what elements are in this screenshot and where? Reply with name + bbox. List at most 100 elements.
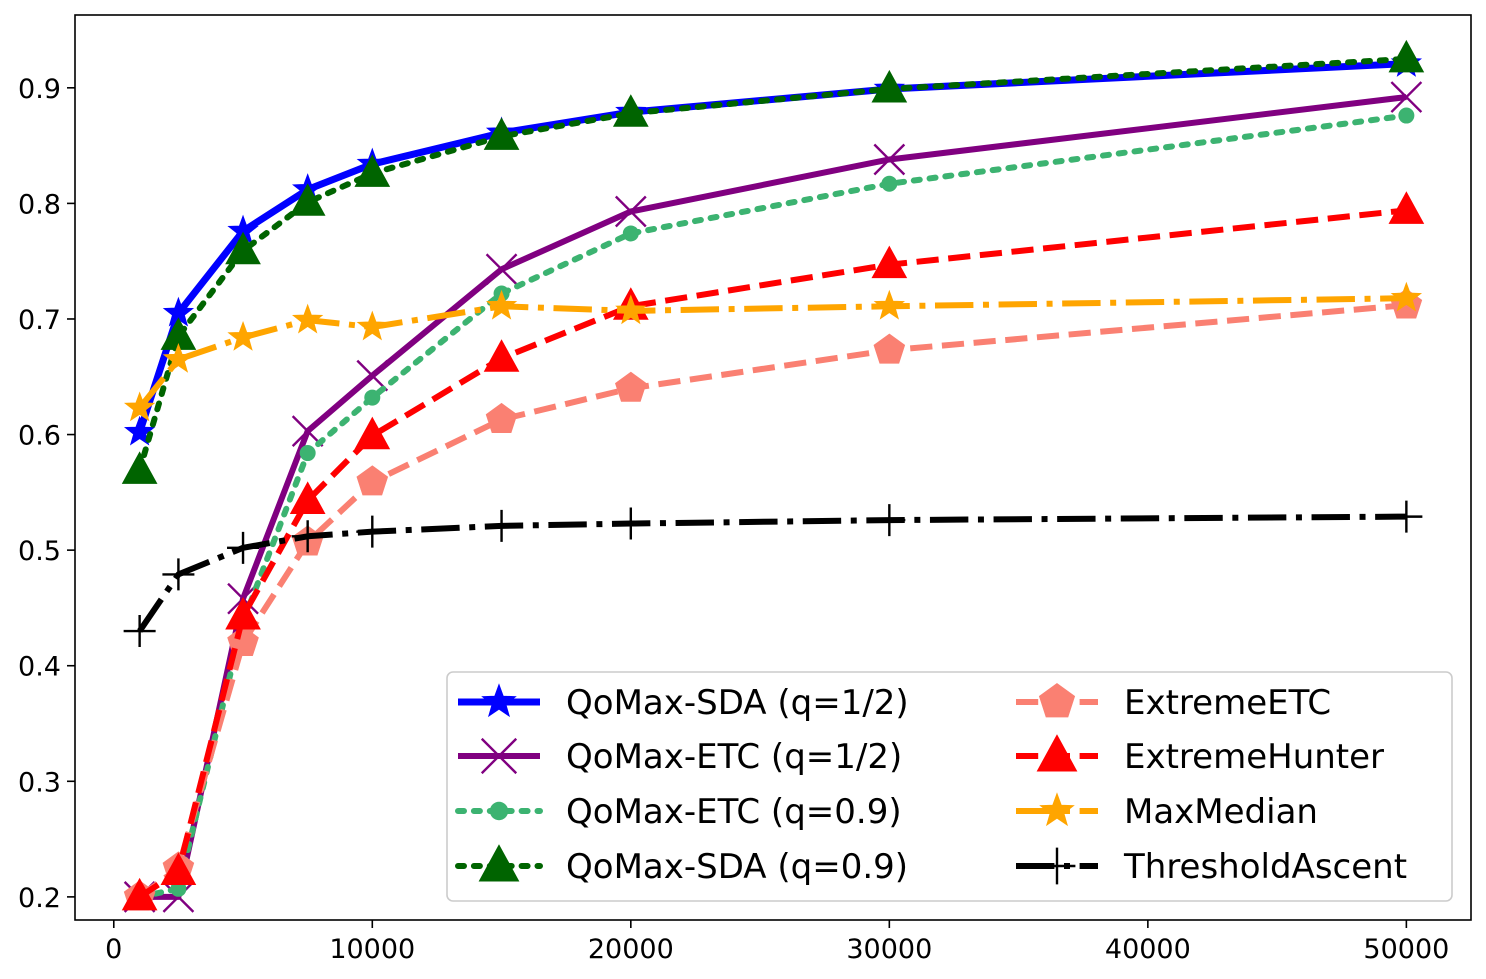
series-layer: [121, 39, 1425, 913]
legend-marker: [478, 844, 520, 882]
y-tick-label: 0.5: [18, 536, 61, 567]
data-point: [615, 371, 647, 402]
data-point: [1390, 281, 1423, 312]
series-line: [137, 207, 1407, 900]
legend-item-maxmedian: MaxMedian: [1016, 792, 1318, 832]
data-point: [162, 881, 195, 913]
y-tick-label: 0.3: [18, 767, 61, 798]
legend-item-extremeetc: ExtremeETC: [1016, 682, 1331, 723]
data-point: [225, 231, 261, 265]
series-extremehunter: [121, 191, 1425, 911]
x-tick-label: 20000: [588, 934, 674, 965]
series-maxmedian: [123, 281, 1423, 422]
data-point: [356, 359, 389, 392]
legend-marker: [1038, 682, 1076, 718]
data-point: [356, 310, 388, 341]
data-point: [485, 402, 518, 433]
legend-marker: [480, 737, 518, 775]
data-point: [289, 481, 326, 514]
data-point: [356, 465, 389, 496]
data-point: [356, 515, 389, 548]
data-point: [614, 507, 647, 540]
legend-label: MaxMedian: [1124, 792, 1318, 832]
data-point: [123, 391, 156, 422]
data-point: [354, 416, 391, 450]
x-tick-label: 10000: [329, 934, 415, 965]
data-point: [227, 625, 259, 657]
y-tick-label: 0.9: [18, 74, 61, 105]
data-point: [354, 154, 391, 187]
data-point: [615, 294, 647, 325]
data-point: [121, 877, 158, 911]
legend-item-thresholdascent: ThresholdAscent: [1016, 847, 1407, 887]
data-point: [160, 852, 197, 885]
y-tick-label: 0.2: [18, 883, 61, 914]
data-point: [291, 520, 324, 553]
data-point: [485, 509, 518, 542]
legend-item-qomax-sda-q-1-2: QoMax-SDA (q=1/2): [458, 683, 909, 723]
data-point: [1390, 500, 1423, 533]
legend: QoMax-SDA (q=1/2) QoMax-ETC (q=1/2) QoMax-…: [446, 671, 1453, 902]
legend-item-extremehunter: ExtremeHunter: [1016, 734, 1384, 777]
data-point: [227, 531, 260, 564]
legend-marker: [489, 801, 509, 821]
data-point: [483, 339, 520, 372]
data-point: [614, 195, 647, 228]
data-point: [1398, 107, 1415, 124]
data-point: [1388, 39, 1425, 73]
y-tick-label: 0.8: [18, 189, 61, 220]
data-point: [225, 596, 261, 630]
legend-label: QoMax-SDA (q=1/2): [566, 683, 909, 723]
legend-marker: [1039, 792, 1075, 827]
data-point: [871, 69, 908, 103]
axes: 0 10000 20000 30000 40000 50000 0.2 0.3 0.4 0.5 0.…: [18, 74, 1449, 965]
legend-label: QoMax-ETC (q=1/2): [566, 737, 902, 777]
legend-item-qomax-etc-q-1-2: QoMax-ETC (q=1/2): [458, 737, 902, 777]
legend-box: [446, 671, 1453, 902]
data-point: [121, 451, 158, 484]
data-point: [364, 389, 381, 406]
data-point: [289, 183, 326, 216]
data-point: [299, 445, 316, 462]
data-point: [123, 415, 156, 446]
x-tick-label: 40000: [1105, 934, 1191, 965]
x-tick-label: 50000: [1363, 934, 1449, 965]
data-point: [485, 253, 518, 286]
legend-item-qomax-sda-q-0-9: QoMax-SDA (q=0.9): [455, 844, 908, 887]
data-point: [162, 342, 195, 373]
legend-label: ExtremeETC: [1124, 683, 1331, 723]
data-point: [873, 143, 906, 176]
y-tick-label: 0.7: [18, 305, 61, 336]
data-point: [1388, 191, 1425, 224]
legend-label: ThresholdAscent: [1123, 847, 1407, 887]
series-qomax-sda-q-0-9: [121, 39, 1425, 484]
plot-frame: [74, 14, 1472, 921]
data-point: [227, 321, 259, 351]
data-point: [162, 558, 195, 591]
data-point: [871, 245, 908, 279]
legend-marker: [1036, 734, 1078, 772]
x-tick-label: 30000: [846, 934, 932, 965]
legend-label: QoMax-ETC (q=0.9): [566, 792, 902, 832]
series-thresholdascent: [123, 500, 1423, 648]
data-point: [123, 615, 156, 648]
data-point: [612, 94, 649, 127]
legend-item-qomax-etc-q-0-9: QoMax-ETC (q=0.9): [455, 792, 902, 832]
legend-label: ExtremeHunter: [1124, 737, 1384, 777]
data-point: [292, 303, 324, 334]
data-point: [622, 225, 639, 242]
data-point: [881, 175, 898, 192]
legend-marker: [1038, 847, 1076, 885]
data-point: [483, 117, 520, 150]
legend-label: QoMax-SDA (q=0.9): [566, 847, 908, 887]
data-point: [873, 289, 905, 320]
data-point: [1390, 81, 1423, 113]
data-point: [873, 333, 906, 364]
legend-marker: [481, 683, 517, 718]
x-tick-label: 0: [105, 934, 122, 965]
y-tick-label: 0.6: [18, 421, 61, 452]
data-point: [485, 289, 518, 320]
y-tick-label: 0.4: [18, 652, 61, 683]
data-point: [873, 504, 906, 537]
